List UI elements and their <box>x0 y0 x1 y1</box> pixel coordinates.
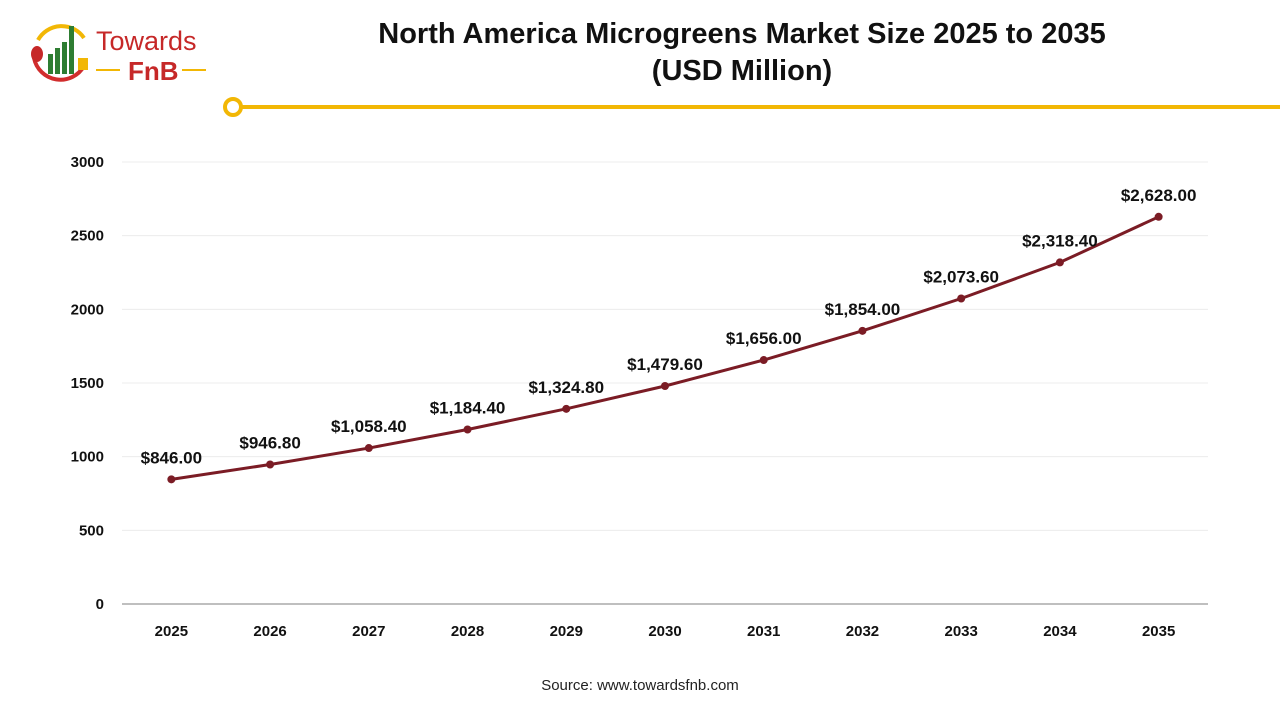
x-tick-label: 2025 <box>155 623 188 640</box>
x-tick-label: 2033 <box>944 623 977 640</box>
x-tick-label: 2035 <box>1142 623 1175 640</box>
logo-text-towards: Towards <box>96 26 197 56</box>
data-label: $846.00 <box>141 448 202 467</box>
data-label: $946.80 <box>239 434 300 453</box>
data-point <box>1154 212 1163 221</box>
data-label: $1,058.40 <box>331 417 407 436</box>
towards-fnb-logo: Towards FnB <box>26 18 216 88</box>
x-tick-label: 2028 <box>451 623 484 640</box>
x-tick-label: 2034 <box>1043 623 1077 640</box>
source-note: Source: www.towardsfnb.com <box>541 677 739 694</box>
chart-title-block: North America Microgreens Market Size 20… <box>300 16 1184 90</box>
data-point <box>463 425 472 434</box>
data-point <box>759 356 768 365</box>
data-label: $1,479.60 <box>627 355 703 374</box>
x-tick-label: 2029 <box>550 623 583 640</box>
y-tick-label: 500 <box>79 522 104 539</box>
data-point <box>266 460 275 469</box>
data-point <box>364 444 373 453</box>
data-label: $2,073.60 <box>923 267 999 286</box>
x-tick-label: 2030 <box>648 623 681 640</box>
data-point <box>1055 258 1064 267</box>
series-line <box>171 215 1160 481</box>
x-tick-label: 2026 <box>253 623 286 640</box>
y-tick-label: 0 <box>96 596 104 613</box>
y-tick-label: 1500 <box>71 375 104 392</box>
x-tick-label: 2031 <box>747 623 780 640</box>
chart-title: North America Microgreens Market Size 20… <box>378 18 1106 50</box>
y-tick-label: 2500 <box>71 228 104 245</box>
chart-subtitle: (USD Million) <box>651 55 833 87</box>
logo-graphic-icon: Towards FnB <box>31 24 206 86</box>
data-point <box>167 475 176 484</box>
x-tick-label: 2032 <box>846 623 879 640</box>
data-label: $1,854.00 <box>825 300 901 319</box>
y-tick-label: 2000 <box>71 301 104 318</box>
accent-circle-icon <box>223 97 243 117</box>
data-label: $1,656.00 <box>726 329 802 348</box>
data-point <box>858 326 867 335</box>
logo-text-fnb: FnB <box>128 56 179 86</box>
data-point <box>562 404 571 413</box>
data-label: $1,184.40 <box>430 398 506 417</box>
x-tick-label: 2027 <box>352 623 385 640</box>
data-point <box>661 382 669 391</box>
data-point <box>957 294 966 303</box>
data-label: $2,318.40 <box>1022 231 1098 250</box>
data-label: $1,324.80 <box>528 378 604 397</box>
y-tick-label: 1000 <box>71 449 104 466</box>
data-label: $2,628.00 <box>1121 186 1197 205</box>
y-tick-label: 3000 <box>71 154 104 171</box>
